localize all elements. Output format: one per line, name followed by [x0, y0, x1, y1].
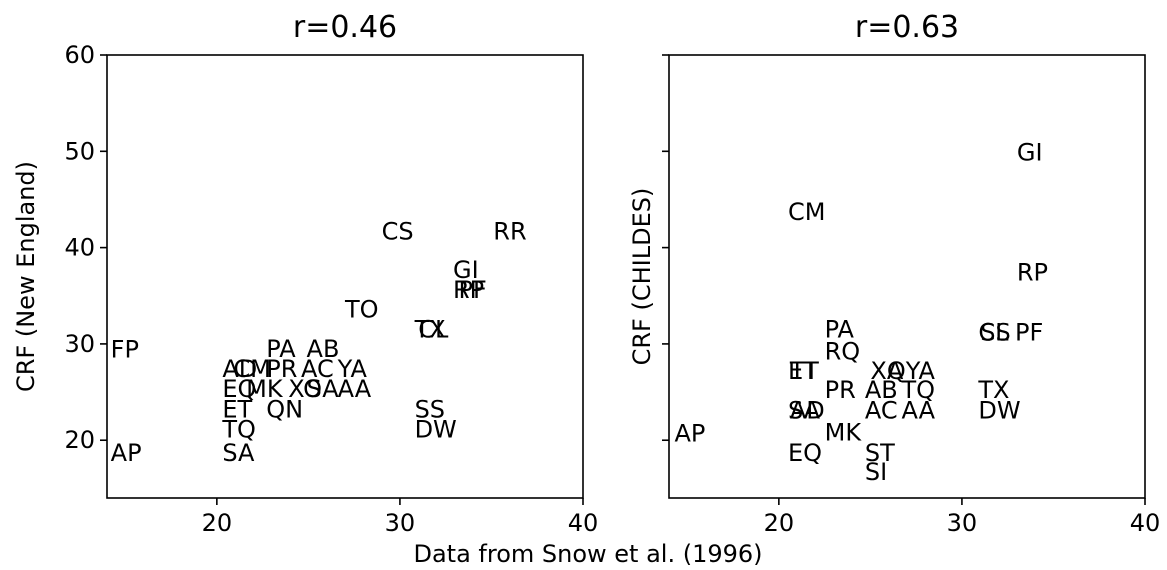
point-label: CM	[233, 355, 270, 383]
point-label: TQ	[901, 376, 936, 404]
point-label: SA	[307, 375, 340, 403]
point-label: PA	[825, 316, 855, 344]
point-label: QYA	[887, 357, 936, 385]
point-label: SS	[415, 395, 445, 423]
plot-frame	[668, 54, 1146, 499]
point-label: AP	[674, 420, 705, 448]
point-label: FP	[111, 336, 139, 364]
point-label: CL	[978, 318, 1009, 346]
point-label: RP	[1017, 259, 1048, 287]
point-label: AD	[222, 355, 257, 383]
point-label: AB	[865, 376, 898, 404]
point-label: MK	[825, 419, 863, 447]
point-label: ET	[222, 395, 252, 423]
point-label: CL	[418, 316, 449, 344]
point-label: PF	[459, 276, 487, 304]
point-label: EQ	[222, 375, 256, 403]
point-label: AP	[111, 439, 142, 467]
y-tick-label: 30	[64, 330, 95, 358]
x-tick-label: 40	[1130, 509, 1161, 537]
point-label: AA	[338, 375, 372, 403]
point-label: XO	[288, 375, 322, 403]
x-tick-label: 30	[385, 509, 416, 537]
point-label: PR	[266, 355, 297, 383]
point-label: GI	[1017, 138, 1043, 166]
point-label: RP	[453, 276, 484, 304]
point-label: TO	[344, 295, 379, 323]
y-tick-label: 20	[64, 426, 95, 454]
point-label: DW	[978, 396, 1020, 424]
point-label: YA	[337, 355, 368, 383]
point-label: QN	[266, 395, 303, 423]
x-tick-label: 30	[947, 509, 978, 537]
point-label: SA	[222, 439, 255, 467]
point-label: EQ	[788, 439, 822, 467]
point-label: AB	[307, 335, 340, 363]
x-tick-label: 20	[202, 509, 233, 537]
point-label: AC	[301, 355, 334, 383]
y-axis-label: CRF (New England)	[12, 161, 40, 392]
figure-x-axis-label: Data from Snow et al. (1996)	[413, 540, 762, 568]
point-label: GI	[453, 256, 479, 284]
point-label: TX	[977, 376, 1009, 404]
x-tick-label: 20	[764, 509, 795, 537]
point-label: CM	[788, 198, 825, 226]
y-axis-label: CRF (CHILDES)	[628, 188, 656, 366]
point-label: RQ	[825, 338, 861, 366]
point-label: AC	[865, 396, 898, 424]
point-label: XA	[870, 357, 903, 385]
point-label: AA	[902, 396, 936, 424]
point-label: CS	[382, 217, 414, 245]
point-label: PA	[266, 335, 296, 363]
y-tick-label: 50	[64, 137, 95, 165]
point-label: TT	[789, 357, 819, 385]
point-label: ET	[788, 357, 818, 385]
panel-title: r=0.46	[293, 10, 397, 45]
point-label: AD	[790, 396, 825, 424]
point-label: DW	[415, 416, 457, 444]
point-label: TQ	[221, 416, 256, 444]
point-label: PR	[825, 376, 856, 404]
y-tick-label: 40	[64, 234, 95, 262]
panel-title: r=0.63	[855, 10, 959, 45]
point-label: RR	[493, 217, 526, 245]
y-tick-label: 60	[64, 41, 95, 69]
point-label: SI	[865, 458, 887, 486]
point-label: SS	[980, 318, 1010, 346]
x-tick-label: 40	[568, 509, 599, 537]
point-label: TX	[414, 316, 446, 344]
point-label: SA	[788, 396, 821, 424]
point-label: MK	[246, 375, 284, 403]
point-label: ST	[865, 439, 895, 467]
point-label: PF	[1015, 318, 1043, 346]
plot-frame	[106, 54, 584, 499]
